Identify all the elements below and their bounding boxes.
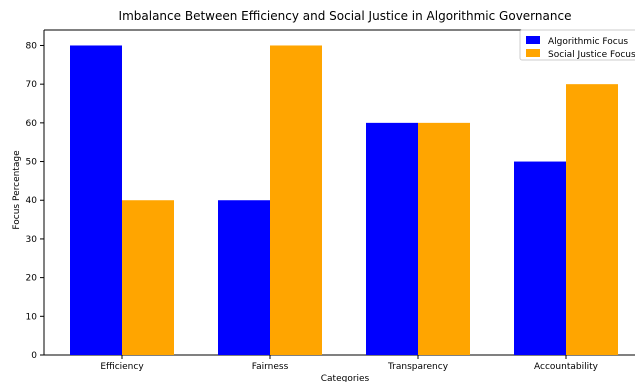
y-axis-label: Focus Percentage [12,150,22,230]
x-axis: Efficiency Fairness Transparency Accountabi… [100,355,599,372]
x-tick-label: Transparency [387,362,449,372]
y-axis: 0 10 20 30 40 50 60 70 80 [26,41,44,361]
bar-algorithmic-focus-accountability [514,161,566,355]
y-tick-label: 10 [26,312,38,322]
y-tick-label: 0 [31,351,37,361]
bar-social-justice-focus-efficiency [122,200,174,355]
y-tick-label: 80 [26,41,38,51]
x-tick-label: Accountability [534,362,599,372]
chart-title: Imbalance Between Efficiency and Social … [119,9,572,23]
x-tick-label: Fairness [252,362,289,372]
bar-algorithmic-focus-transparency [366,122,418,355]
bars-layer [70,45,618,356]
y-tick-label: 40 [26,196,38,206]
bar-algorithmic-focus-fairness [218,200,270,355]
legend: Algorithmic Focus Social Justice Focus [519,29,635,61]
y-tick-label: 70 [26,80,38,90]
legend-label: Social Justice Focus [548,50,635,60]
y-tick-label: 50 [26,158,38,168]
x-axis-label: Categories [321,374,370,382]
legend-swatch [526,36,540,44]
bar-social-justice-focus-transparency [418,122,470,355]
bar-social-justice-focus-fairness [270,45,322,355]
legend-swatch [526,49,540,57]
bar-social-justice-focus-accountability [566,84,618,356]
y-tick-label: 60 [26,119,38,129]
x-tick-label: Efficiency [100,362,144,372]
y-tick-label: 30 [26,235,38,245]
legend-box [519,29,635,61]
y-tick-label: 20 [26,274,38,284]
legend-label: Algorithmic Focus [548,37,628,47]
bar-algorithmic-focus-efficiency [70,45,122,355]
